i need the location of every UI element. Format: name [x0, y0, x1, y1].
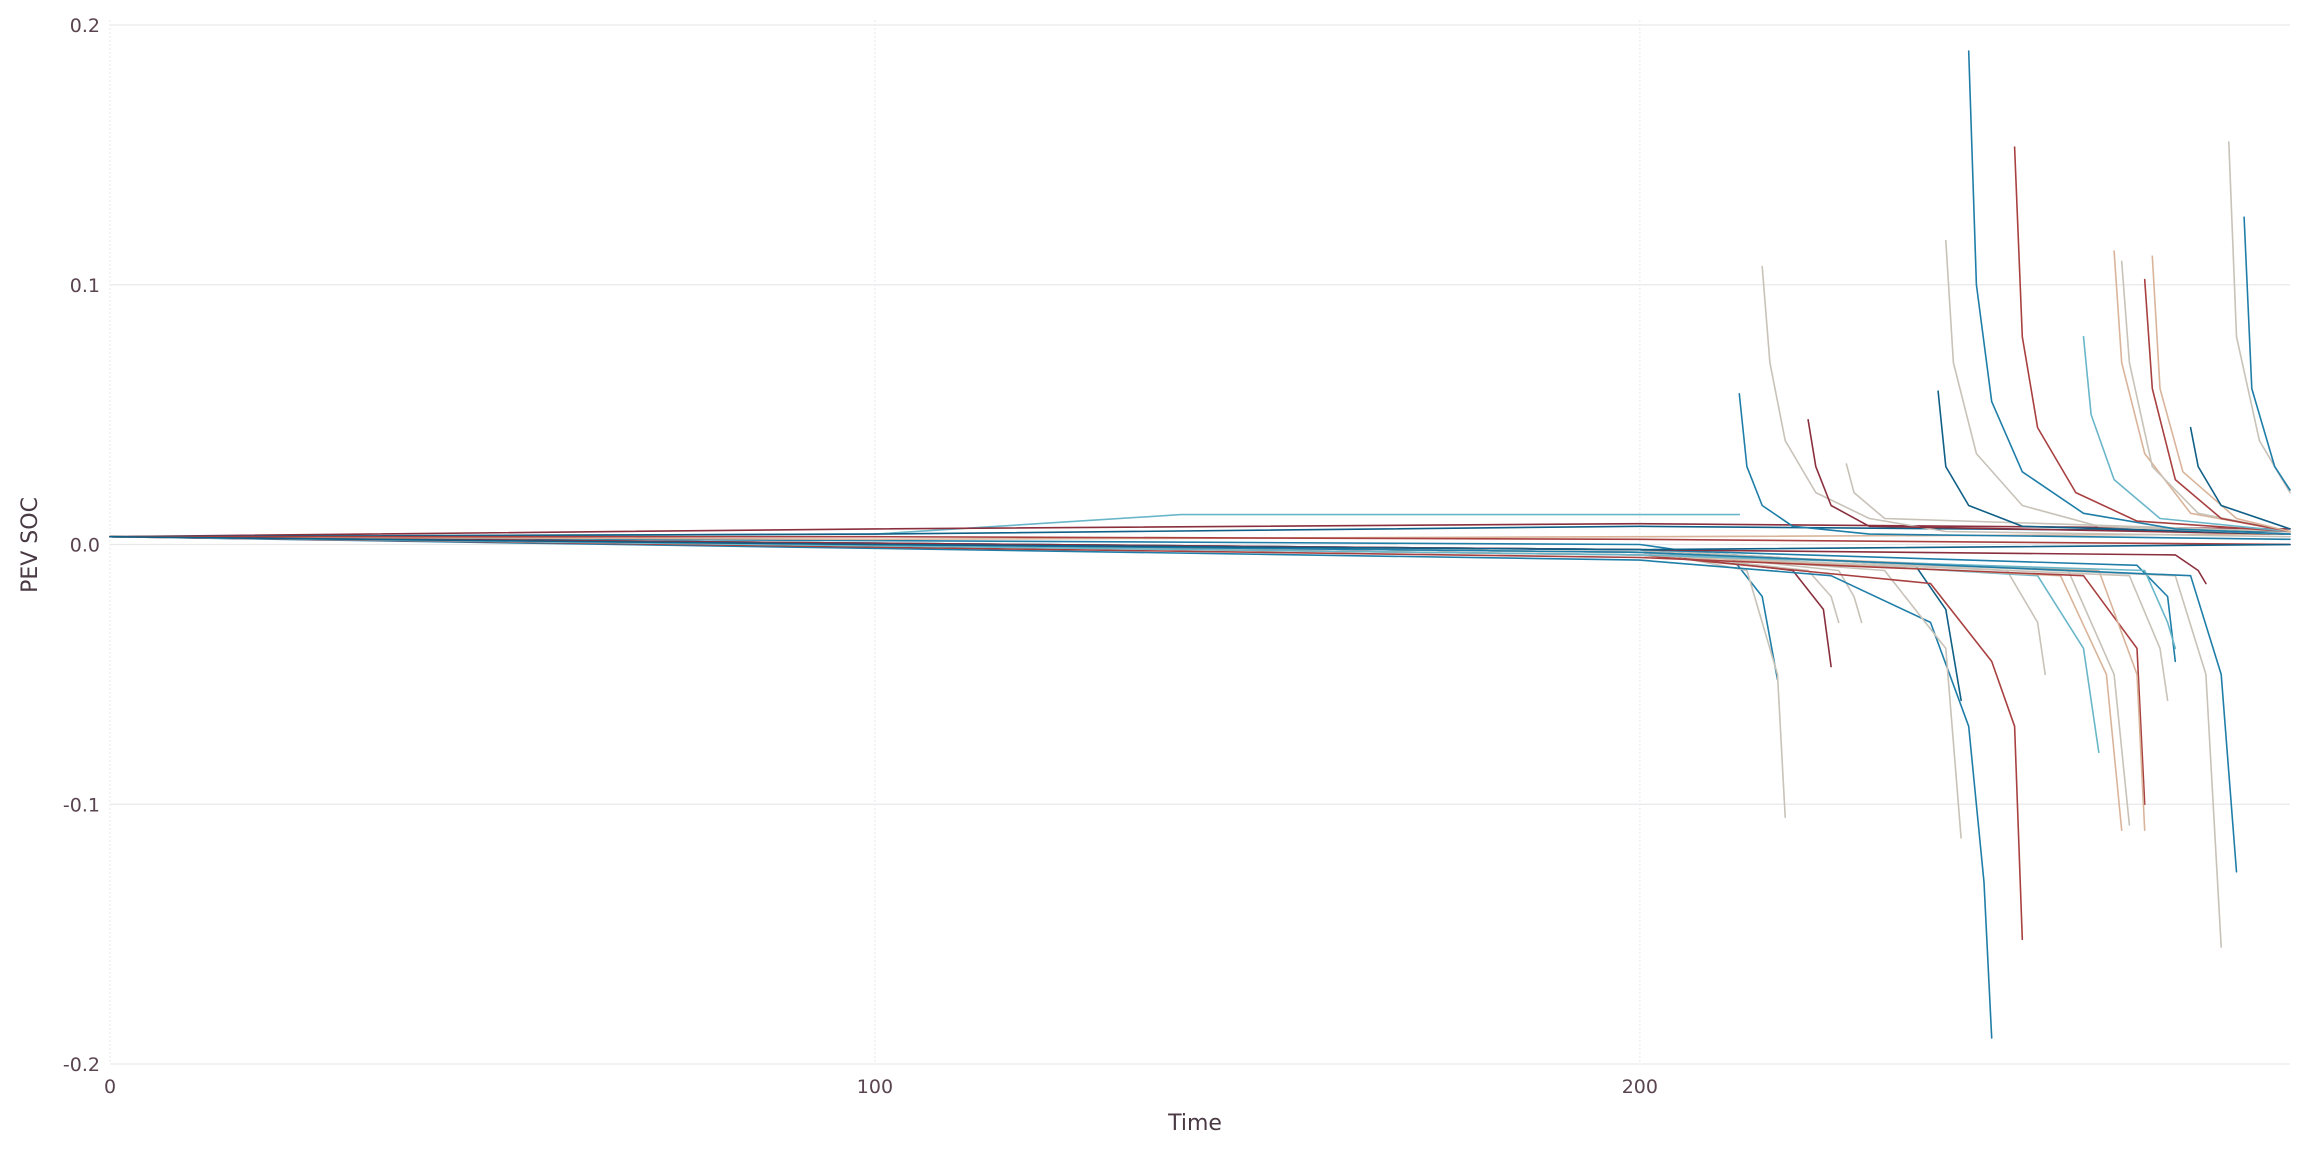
y-tick-label: 0.2 — [70, 15, 100, 37]
series-line-24 — [109, 525, 2291, 538]
axis-ticks: 0.2 0.1 0.0 -0.1 -0.20 100 200 — [63, 15, 1658, 1098]
series-line-33 — [1945, 239, 2291, 535]
grid — [109, 20, 2290, 1065]
series-line-41 — [2189, 426, 2291, 530]
y-tick-label: -0.2 — [63, 1054, 100, 1076]
y-tick-label: 0.0 — [70, 535, 100, 557]
series-line-23 — [109, 522, 2291, 538]
series-line-28 — [1738, 393, 2291, 541]
series-line-31 — [1845, 463, 2291, 533]
series-line-26 — [109, 535, 2291, 546]
series-line-21 — [109, 535, 2207, 585]
series-line-17 — [109, 535, 2177, 663]
series-line-20 — [109, 535, 2238, 873]
series-line-29 — [1761, 265, 2291, 538]
series-line-8 — [109, 535, 1962, 702]
series-line-43 — [2243, 216, 2291, 491]
x-tick-label: 200 — [1622, 1076, 1658, 1098]
series-line-18 — [109, 535, 2177, 650]
x-axis-title: Time — [1167, 1111, 1222, 1136]
y-tick-label: 0.1 — [70, 275, 100, 297]
y-tick-label: -0.1 — [63, 794, 100, 816]
series-lines — [109, 50, 2291, 1039]
series-line-36 — [2082, 335, 2291, 533]
x-tick-label: 0 — [104, 1076, 116, 1098]
series-line-42 — [2228, 141, 2291, 494]
series-line-34 — [1967, 50, 2291, 535]
series-line-13 — [109, 535, 2131, 826]
y-axis-title: PEV SOC — [18, 497, 43, 593]
series-line-35 — [2013, 146, 2291, 533]
series-line-27 — [109, 535, 2291, 551]
series-line-6 — [109, 535, 1993, 1039]
series-line-9 — [109, 535, 2024, 941]
series-line-32 — [1937, 390, 2291, 535]
series-line-14 — [109, 535, 2146, 806]
series-line-39 — [2143, 278, 2291, 533]
series-line-7 — [109, 535, 1962, 839]
x-tick-label: 100 — [857, 1076, 893, 1098]
series-line-12 — [109, 535, 2123, 831]
series-line-15 — [109, 535, 2146, 831]
series-line-19 — [109, 535, 2222, 948]
series-line-40 — [2151, 255, 2291, 533]
series-line-2 — [109, 535, 1786, 818]
series-line-30 — [1807, 419, 2291, 535]
